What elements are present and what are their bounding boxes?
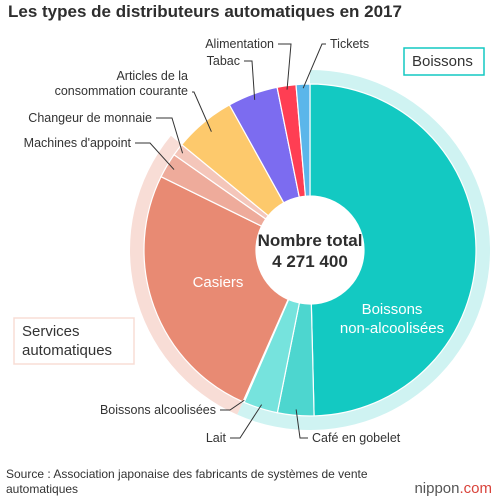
center-total: 4 271 400	[272, 252, 348, 271]
leader-alimentation	[278, 43, 292, 90]
leader-lait	[230, 404, 263, 439]
category-services-automatiques-line-2: automatiques	[22, 342, 112, 359]
label-lait: Lait	[206, 431, 227, 445]
brand-suffix: .com	[459, 480, 492, 497]
donut-slices	[143, 83, 477, 417]
category-services-automatiques-box	[13, 317, 135, 365]
leader-articles-de-la-consommation-courante	[192, 91, 212, 132]
label-alimentation: Alimentation	[205, 37, 274, 51]
leader-lines	[135, 43, 326, 439]
leader-cafe-en-gobelet	[295, 409, 308, 439]
label-articles-de-la-consommation-courante-line-1: Articles de la	[116, 69, 188, 83]
chart-title: Les types de distributeurs automatiques …	[8, 2, 402, 21]
label-cafe-en-gobelet: Café en gobelet	[312, 431, 401, 445]
label-tabac: Tabac	[207, 54, 240, 68]
slice-labels: Boissons non-alcoolisées Casiers Café en go…	[13, 37, 485, 445]
ring-services-automatiques	[130, 135, 244, 415]
leader-tabac	[244, 60, 256, 100]
center-circle	[256, 196, 364, 304]
center-label: Nombre total	[258, 231, 363, 250]
label-articles-de-la-consommation-courante-line-2: consommation courante	[55, 84, 188, 98]
leader-machines-d-appoint	[135, 142, 175, 170]
label-casiers: Casiers	[193, 274, 244, 291]
category-boissons: Boissons	[412, 53, 473, 70]
leader-boissons-alcoolisees	[220, 399, 245, 411]
label-boissons-non-alcoolisees-line-1: Boissons	[362, 301, 423, 318]
group-rings	[130, 70, 490, 430]
leader-changeur-de-monnaie	[156, 117, 184, 154]
label-machines-d-appoint: Machines d'appoint	[24, 136, 132, 150]
brand-logo: nippon.com	[414, 480, 492, 497]
source-note: Source : Association japonaise des fabri…	[6, 467, 368, 496]
label-boissons-non-alcoolisees-line-2: non-alcoolisées	[340, 320, 444, 337]
brand-name: nippon	[414, 480, 460, 497]
category-boissons-box	[403, 47, 485, 76]
label-tickets: Tickets	[330, 37, 369, 51]
label-boissons-alcoolisees: Boissons alcoolisées	[100, 403, 216, 417]
label-changeur-de-monnaie: Changeur de monnaie	[28, 111, 152, 125]
category-services-automatiques-line-1: Services	[22, 323, 80, 340]
leader-tickets	[302, 43, 326, 89]
